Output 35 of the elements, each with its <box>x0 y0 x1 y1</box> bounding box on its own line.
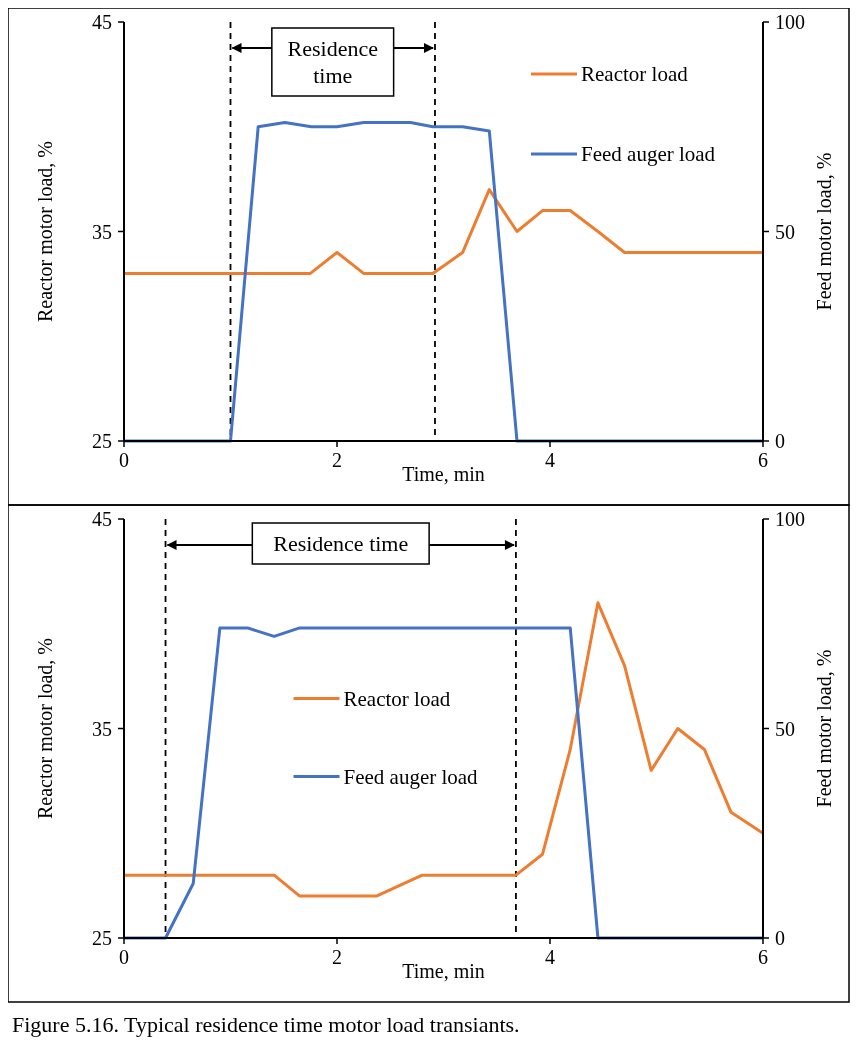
x-tick-label: 0 <box>119 449 129 471</box>
x-tick-label: 6 <box>758 449 768 471</box>
y-tick-label: 45 <box>92 11 112 33</box>
line-series <box>122 188 765 275</box>
x-axis-title: Time, min <box>402 960 485 982</box>
y2-axis-title: Feed motor load, % <box>813 152 835 311</box>
y-tick-label: 25 <box>92 430 112 452</box>
y2-tick-label: 50 <box>775 220 795 243</box>
x-tick-label: 2 <box>332 946 342 968</box>
y-axis-title: Reactor motor load, % <box>34 637 56 820</box>
y-tick-label: 45 <box>92 508 112 530</box>
annotation: Residence time <box>273 531 409 556</box>
y-axis-title: Reactor motor load, % <box>34 140 56 323</box>
x-tick-label: 4 <box>545 946 555 968</box>
y-tick-label: 25 <box>92 927 112 949</box>
annotation: Residence time <box>287 36 378 88</box>
caption: Figure 5.16. Typical residence time motor load transiants. <box>12 1012 520 1037</box>
y-tick-label: 35 <box>92 220 112 243</box>
x-tick-label: 0 <box>119 946 129 968</box>
y2-axis-title: Feed motor load, % <box>813 649 835 808</box>
x-tick-label: 2 <box>332 449 342 471</box>
y2-tick-label: 0 <box>775 927 785 949</box>
legend-label: Feed auger load <box>581 142 716 166</box>
y2-tick-label: 50 <box>775 717 795 740</box>
x-axis-title: Time, min <box>402 463 485 485</box>
x-tick-label: 6 <box>758 946 768 968</box>
legend-label: Feed auger load <box>343 764 479 789</box>
line-series <box>122 601 765 898</box>
y2-tick-label: 100 <box>775 508 805 530</box>
y2-tick-label: 0 <box>775 430 785 452</box>
y-tick-label: 35 <box>92 717 112 740</box>
legend-label: Reactor load <box>343 686 451 711</box>
legend-label: Reactor load <box>581 62 689 86</box>
x-tick-label: 4 <box>545 449 555 471</box>
y2-tick-label: 100 <box>775 11 805 33</box>
